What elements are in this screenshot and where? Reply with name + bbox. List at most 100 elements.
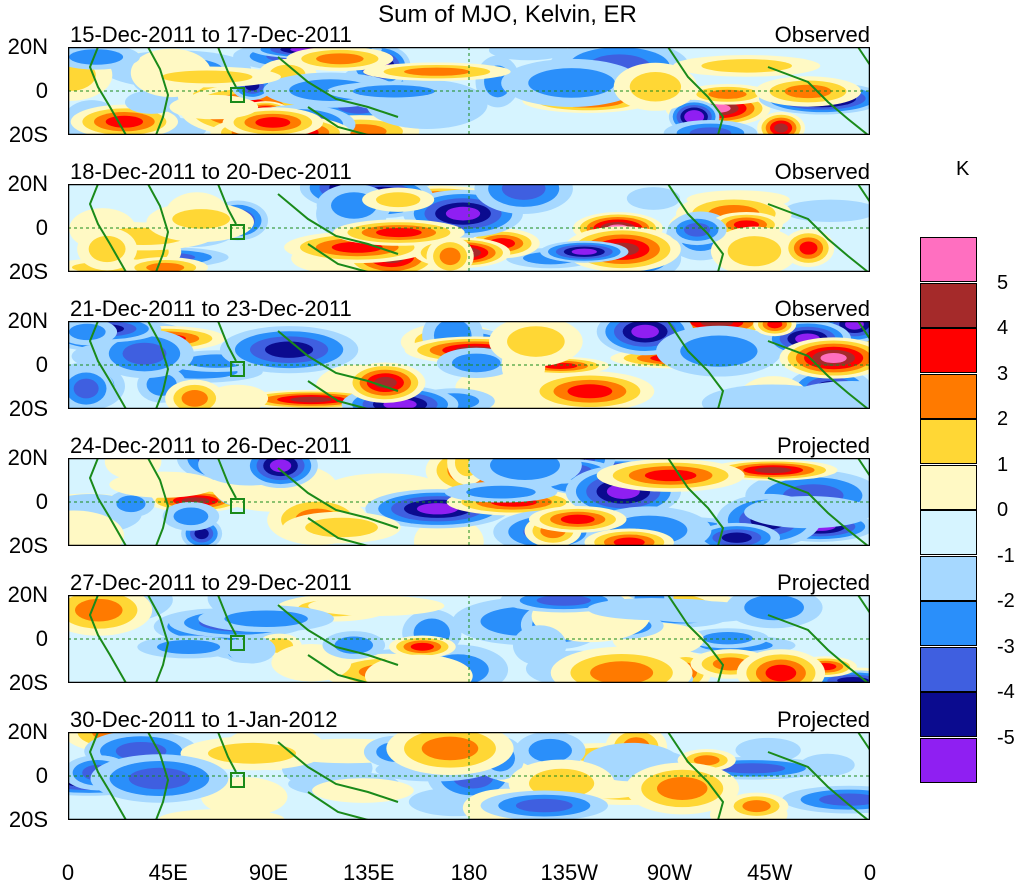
contour-region: [767, 321, 783, 329]
contour-region: [571, 248, 597, 255]
region-box: [230, 635, 245, 651]
map-panel: 15-Dec-2011 to 17-Dec-2011 Observed 20N 0 20…: [0, 23, 900, 160]
coastline: [857, 184, 870, 203]
contour-region: [122, 342, 167, 365]
map-panel: 30-Dec-2011 to 1-Jan-2012 Projected 20N 0 20…: [0, 708, 900, 845]
anomaly-map: [68, 595, 870, 683]
contour-region: [507, 326, 565, 357]
contour-region: [702, 632, 753, 645]
contour-region: [501, 184, 546, 200]
colorbar-swatch: [920, 601, 977, 646]
colorbar-swatch: [920, 328, 977, 373]
coastline: [88, 184, 127, 272]
latitude-label: 0: [35, 78, 48, 103]
coastline: [217, 184, 237, 225]
contour-region: [75, 598, 123, 622]
colorbar-label: 4: [997, 317, 1009, 339]
units-label: K: [956, 158, 970, 180]
contour-region: [452, 353, 501, 373]
panel-date-range: 24-Dec-2011 to 26-Dec-2011: [70, 433, 352, 458]
coastline: [667, 321, 725, 409]
region-box: [230, 87, 245, 103]
contour-region: [754, 467, 792, 474]
contour-region: [364, 654, 473, 683]
contour-region: [515, 798, 573, 813]
coastline: [307, 243, 369, 272]
latitude-label: 20S: [8, 396, 48, 421]
colorbar-label: -5: [997, 726, 1015, 749]
coastline: [88, 458, 127, 546]
coastline: [277, 330, 399, 392]
map-frame: [68, 595, 870, 683]
colorbar-label: 0: [997, 499, 1009, 521]
contour-region: [819, 793, 870, 806]
contour-region: [194, 528, 209, 540]
contour-region: [290, 396, 333, 403]
contour-region: [587, 598, 716, 621]
contour-region: [536, 595, 591, 606]
panel-status: Projected: [777, 707, 870, 732]
contour-region: [744, 595, 804, 621]
longitude-label: 180: [450, 860, 488, 885]
coastline: [277, 193, 399, 255]
coastline: [88, 321, 127, 409]
latitude-label: 20N: [7, 34, 48, 59]
contour-region: [128, 767, 191, 790]
region-box: [230, 498, 245, 514]
contour-region: [69, 49, 124, 65]
longitude-label: 45E: [148, 860, 188, 885]
panel-status: Observed: [774, 296, 870, 321]
coastline: [767, 614, 869, 683]
contour-region: [116, 495, 146, 513]
contour-region: [680, 335, 758, 367]
region-box: [230, 224, 245, 240]
panel-date-range: 18-Dec-2011 to 20-Dec-2011: [70, 159, 352, 184]
contour-region: [316, 53, 364, 65]
coastline: [667, 732, 725, 820]
latitude-label: 20N: [7, 171, 48, 196]
contour-region: [727, 236, 782, 267]
contour-region: [693, 755, 720, 766]
coastline: [307, 791, 369, 820]
contour-region: [146, 262, 185, 272]
colorbar-swatch: [920, 282, 977, 328]
coastline: [767, 203, 869, 272]
coastline: [307, 106, 369, 135]
contour-region: [718, 763, 786, 774]
coastline: [147, 458, 170, 546]
contour-region: [488, 47, 568, 61]
map-panel: 27-Dec-2011 to 29-Dec-2011 Projected 20N 0 2…: [0, 571, 900, 708]
latitude-label: 20S: [8, 259, 48, 284]
contour-region: [708, 89, 747, 99]
coastline: [767, 751, 869, 820]
latitude-label: 20N: [7, 445, 48, 470]
colorbar-swatch: [920, 373, 977, 419]
latitude-label: 20S: [8, 122, 48, 147]
coastline: [147, 184, 170, 272]
contour-region: [735, 737, 801, 763]
longitude-label: 135W: [540, 860, 598, 885]
map-frame: [68, 321, 870, 409]
anomaly-map: [68, 732, 870, 820]
panel-status: Projected: [777, 570, 870, 595]
anomaly-map: [68, 184, 870, 272]
coastline: [767, 66, 869, 135]
region-box: [230, 772, 245, 788]
contour-region: [644, 469, 697, 482]
coastline: [667, 595, 725, 683]
panel-date-range: 30-Dec-2011 to 1-Jan-2012: [70, 707, 338, 732]
contour-region: [305, 517, 378, 538]
panel-date-range: 15-Dec-2011 to 17-Dec-2011: [70, 22, 352, 47]
contour-region: [700, 321, 734, 328]
colorbar-swatch: [920, 464, 977, 510]
coastline: [277, 604, 399, 666]
contour-region: [157, 639, 221, 655]
coastline: [277, 467, 399, 529]
latitude-label: 20S: [8, 533, 48, 558]
longitude-label: 0: [61, 860, 75, 885]
coastline: [857, 321, 870, 340]
contour-region: [656, 776, 708, 800]
contour-region: [269, 459, 292, 473]
colorbar-label: 5: [997, 271, 1009, 294]
contour-region: [169, 94, 259, 120]
